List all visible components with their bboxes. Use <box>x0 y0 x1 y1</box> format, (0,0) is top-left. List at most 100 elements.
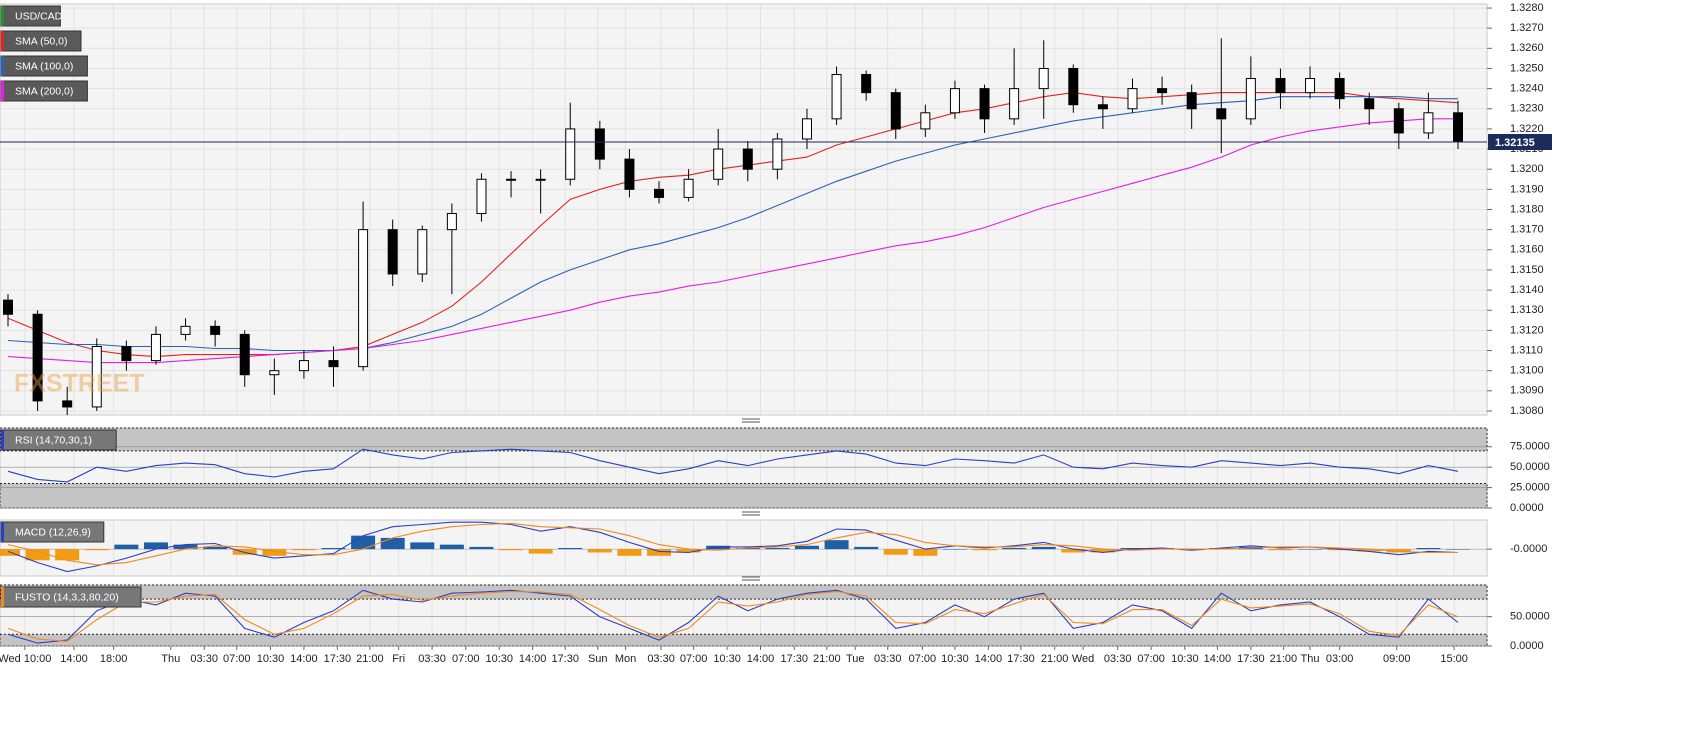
title-tag: MACD (12,26,9) <box>0 521 105 543</box>
title-tag-strip <box>1 522 4 542</box>
x-tick-label: 14:00 <box>1204 653 1232 665</box>
candle-body <box>298 360 309 372</box>
candle-body <box>1364 98 1375 110</box>
y-tick-label: 1.3200 <box>1510 163 1544 175</box>
x-tick-label: 10:30 <box>485 653 513 665</box>
x-tick-label: Mon <box>615 653 636 665</box>
candle-body <box>594 128 605 160</box>
y-tick-label: 1.3160 <box>1510 244 1544 256</box>
x-tick-label: 15:00 <box>1440 653 1468 665</box>
x-tick-label: 14:00 <box>519 653 547 665</box>
x-tick-label: Thu <box>1301 653 1320 665</box>
histogram-bar <box>647 549 672 556</box>
candle-body <box>979 88 990 120</box>
histogram-bar <box>439 544 464 550</box>
x-tick-label: 21:00 <box>356 653 384 665</box>
y-tick-label: 1.3250 <box>1510 62 1544 74</box>
candle-body <box>890 92 901 130</box>
candle-body <box>446 213 457 231</box>
candle-body <box>861 74 872 94</box>
histogram-bar <box>1031 546 1056 550</box>
x-tick-label: 21:00 <box>1270 653 1298 665</box>
y-tick-label: 1.3280 <box>1510 2 1544 14</box>
histogram-bar <box>558 548 583 550</box>
x-tick-label: 14:00 <box>290 653 318 665</box>
y-tick-label: 50.0000 <box>1510 461 1550 473</box>
histogram-bar <box>1327 549 1352 551</box>
x-tick-label: 10:30 <box>1171 653 1199 665</box>
candle-body <box>1393 108 1404 134</box>
oversold-band <box>0 483 1488 509</box>
candle-body <box>683 178 694 198</box>
y-tick-label: 1.3260 <box>1510 42 1544 54</box>
candle-body <box>1453 112 1463 142</box>
histogram-bar <box>1268 549 1293 551</box>
histogram-bar <box>114 544 139 550</box>
y-tick-label: 1.3100 <box>1510 365 1544 377</box>
candle-body <box>1157 88 1168 94</box>
candle-body <box>920 112 931 130</box>
histogram-bar <box>262 549 287 556</box>
y-tick-label: 1.3180 <box>1510 203 1544 215</box>
candle-body <box>1097 104 1108 110</box>
y-tick-label: 1.3090 <box>1510 385 1544 397</box>
histogram-bar <box>380 537 405 550</box>
candle-body <box>210 325 221 335</box>
histogram-bar <box>735 548 760 550</box>
x-tick-label: 14:00 <box>60 653 88 665</box>
histogram-bar <box>1090 549 1115 553</box>
x-tick-label: 03:30 <box>874 653 902 665</box>
y-tick-label: 1.3130 <box>1510 304 1544 316</box>
x-tick-label: 07:00 <box>223 653 251 665</box>
indicator-line <box>7 589 1459 644</box>
y-tick-label: 1.3170 <box>1510 224 1544 236</box>
x-tick-label: 14:00 <box>975 653 1003 665</box>
x-tick-label: 09:00 <box>1383 653 1411 665</box>
histogram-bar <box>143 542 168 550</box>
last-price-box <box>1488 134 1552 151</box>
candle-body <box>32 313 43 402</box>
legend-swatch <box>1 31 4 51</box>
y-tick-label: 1.3110 <box>1510 344 1543 356</box>
x-tick-label: 07:00 <box>909 653 937 665</box>
y-tick-label: 1.3150 <box>1510 264 1544 276</box>
candle-body <box>239 333 250 376</box>
x-tick-label: 17:30 <box>1007 653 1035 665</box>
histogram-bar <box>25 549 50 561</box>
title-tag-strip <box>1 430 4 450</box>
candle-body <box>121 346 132 362</box>
x-tick-label: 10:30 <box>257 653 285 665</box>
indicator-line <box>7 448 1459 483</box>
x-tick-label: 10:30 <box>941 653 969 665</box>
x-tick-label: Wed <box>1072 653 1094 665</box>
y-tick-label: 1.3080 <box>1510 405 1544 417</box>
y-tick-label: 1.3190 <box>1510 183 1544 195</box>
candle-body <box>269 370 280 376</box>
candle-body <box>358 229 369 368</box>
candle-body <box>1423 112 1434 134</box>
legend-swatch <box>1 81 4 101</box>
histogram-bar <box>1298 549 1323 550</box>
title-tag-strip <box>1 587 4 607</box>
histogram-bar <box>1416 548 1441 550</box>
legend-label: SMA (50,0) <box>15 35 68 47</box>
histogram-bar <box>883 549 908 555</box>
histogram-bar <box>232 549 257 555</box>
x-tick-label: 21:00 <box>813 653 841 665</box>
histogram-bar <box>291 549 316 551</box>
x-tick-label: 07:00 <box>452 653 480 665</box>
panel-title: RSI (14,70,30,1) <box>15 434 92 446</box>
histogram-bar <box>942 549 967 550</box>
candle-body <box>1334 78 1345 100</box>
y-tick-label: 0.0000 <box>1510 640 1544 652</box>
candle-body <box>1186 92 1197 110</box>
legend-label: SMA (100,0) <box>15 60 73 72</box>
overbought-band <box>0 584 1488 600</box>
histogram-bar <box>84 549 109 551</box>
histogram-bar <box>351 535 376 550</box>
candle-body <box>713 148 724 180</box>
histogram-bar <box>55 549 80 561</box>
candle-body <box>62 400 73 408</box>
candle-body <box>1038 67 1049 90</box>
y-tick-label: 1.3220 <box>1510 123 1544 135</box>
